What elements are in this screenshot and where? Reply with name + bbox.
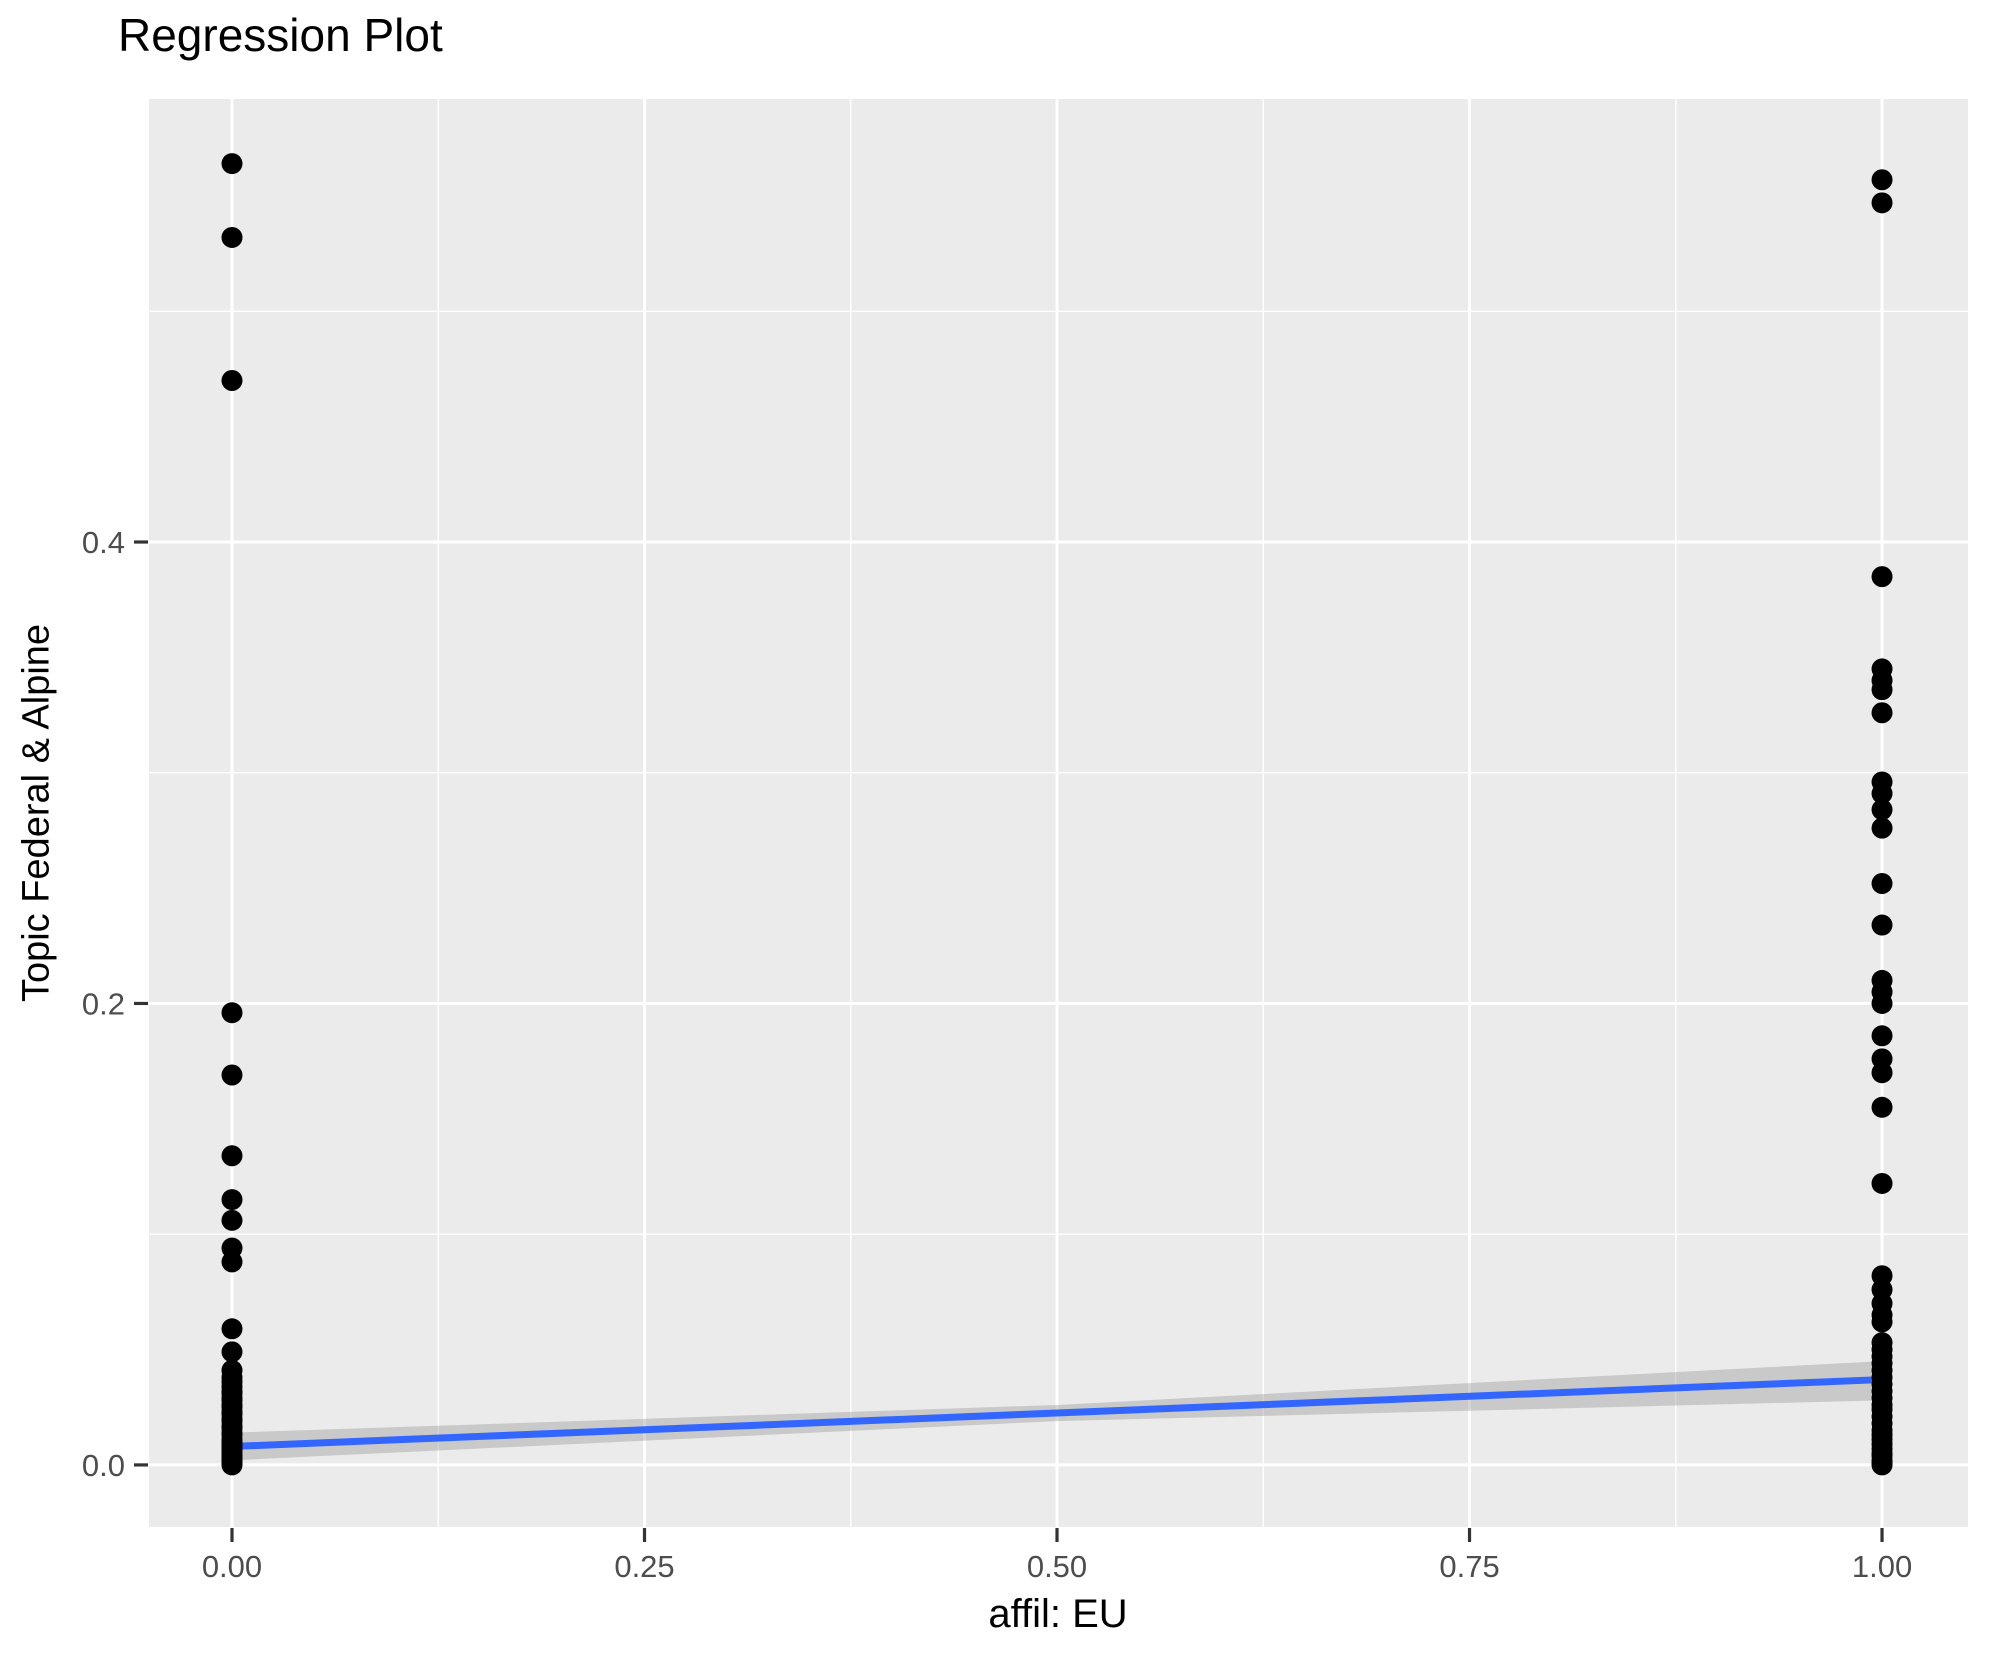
data-point	[221, 1209, 243, 1231]
data-point	[1871, 1062, 1893, 1084]
y-tick-label: 0.0	[82, 1448, 125, 1483]
data-point	[1871, 169, 1893, 191]
data-point	[221, 226, 243, 248]
regression-line	[231, 1376, 1883, 1450]
data-point	[1871, 914, 1893, 936]
data-point	[1871, 1454, 1893, 1476]
data-point	[1871, 817, 1893, 839]
data-point	[1871, 992, 1893, 1014]
data-point	[221, 1064, 243, 1086]
data-point	[221, 369, 243, 391]
x-tick-label: 0.25	[614, 1549, 674, 1584]
chart-title: Regression Plot	[118, 9, 443, 61]
data-point	[1871, 702, 1893, 724]
data-point	[1871, 1311, 1893, 1333]
x-tick-label: 0.50	[1027, 1549, 1087, 1584]
x-tick-label: 1.00	[1852, 1549, 1912, 1584]
data-point	[1871, 192, 1893, 214]
data-point	[1871, 872, 1893, 894]
data-point	[221, 1454, 243, 1476]
data-point	[221, 1189, 243, 1211]
y-tick-label: 0.2	[82, 986, 125, 1021]
data-point	[221, 153, 243, 175]
data-point	[221, 1341, 243, 1363]
data-point	[1871, 799, 1893, 821]
x-axis-label: affil: EU	[988, 1592, 1128, 1636]
data-point	[1871, 679, 1893, 701]
x-tick-label: 0.00	[202, 1549, 262, 1584]
data-point	[1871, 566, 1893, 588]
axis-ticks	[134, 540, 1884, 1542]
data-point	[221, 1145, 243, 1167]
data-point	[221, 1251, 243, 1273]
y-tick-label: 0.4	[82, 525, 125, 560]
data-point	[1871, 1096, 1893, 1118]
x-tick-label: 0.75	[1439, 1549, 1499, 1584]
data-point	[221, 1002, 243, 1024]
scatter-points	[221, 153, 1893, 1476]
data-point	[221, 1318, 243, 1340]
data-point	[1871, 783, 1893, 805]
data-point	[1871, 1025, 1893, 1047]
data-point	[1871, 1172, 1893, 1194]
major-gridlines	[149, 99, 1968, 1527]
axis-tick-labels: 0.00 0.25 0.50 0.75 1.00 0.0 0.2 0.4	[82, 525, 1912, 1584]
